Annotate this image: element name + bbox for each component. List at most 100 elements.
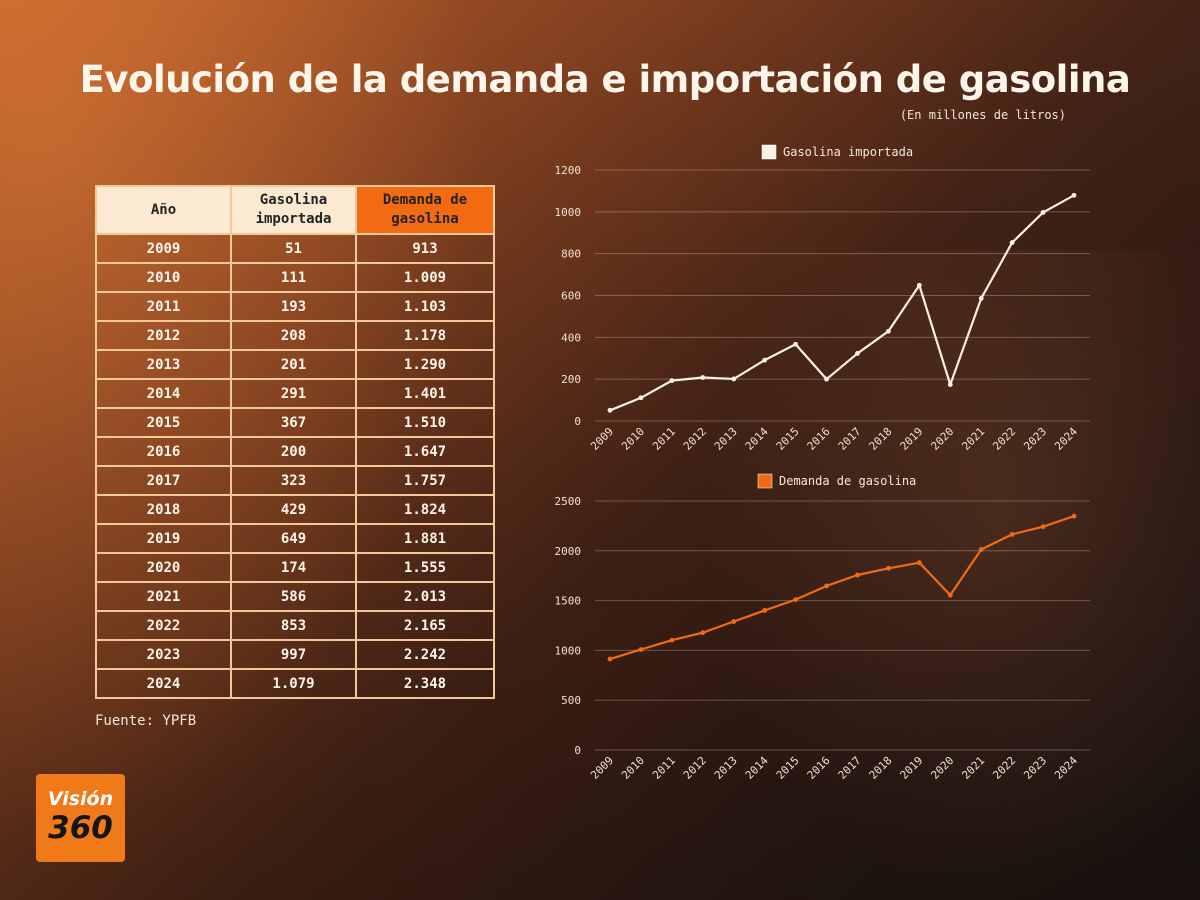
data-point <box>1071 513 1077 519</box>
y-tick-label: 0 <box>574 744 581 757</box>
cell-year: 2015 <box>95 407 232 438</box>
cell-year: 2011 <box>95 291 232 322</box>
x-tick-label: 2012 <box>681 754 709 782</box>
header-year: Año <box>95 185 232 235</box>
cell-demand: 2.165 <box>355 610 495 641</box>
cell-year: 2016 <box>95 436 232 467</box>
legend-label: Gasolina importada <box>783 145 913 159</box>
x-tick-label: 2014 <box>743 425 771 453</box>
data-point <box>855 572 860 578</box>
table-header-row: Año Gasolina importada Demanda de gasoli… <box>95 185 495 235</box>
x-tick-label: 2023 <box>1021 754 1049 782</box>
x-tick-label: 2017 <box>836 425 864 453</box>
cell-imported: 853 <box>230 610 357 641</box>
data-point <box>762 608 768 613</box>
cell-imported: 208 <box>230 320 357 351</box>
cell-imported: 174 <box>230 552 357 583</box>
source-note: Fuente: YPFB <box>95 713 197 729</box>
vision360-logo: Visión 360 <box>36 774 125 862</box>
data-point <box>669 378 675 384</box>
legend-label: Demanda de gasolina <box>779 474 916 488</box>
data-point <box>638 647 644 652</box>
data-point <box>607 407 613 413</box>
cell-demand: 1.510 <box>355 407 495 438</box>
x-tick-label: 2014 <box>743 754 771 782</box>
x-tick-label: 2018 <box>867 754 895 782</box>
y-tick-label: 800 <box>561 248 581 261</box>
data-point <box>947 382 953 388</box>
cell-demand: 1.178 <box>355 320 495 351</box>
x-tick-label: 2024 <box>1052 425 1080 453</box>
data-point <box>916 560 922 566</box>
table-row: 2019 649 1.881 <box>95 523 495 554</box>
cell-imported: 201 <box>230 349 357 380</box>
cell-demand: 1.401 <box>355 378 495 409</box>
table-row: 2010 111 1.009 <box>95 262 495 293</box>
x-tick-label: 2021 <box>959 754 987 782</box>
table-row: 2020 174 1.555 <box>95 552 495 583</box>
x-tick-label: 2010 <box>619 754 647 782</box>
background-photo-area <box>700 250 1200 900</box>
table-row: 2016 200 1.647 <box>95 436 495 467</box>
cell-demand: 913 <box>355 233 495 264</box>
x-tick-label: 2019 <box>898 425 926 453</box>
cell-year: 2022 <box>95 610 232 641</box>
series-line <box>609 515 1075 661</box>
x-tick-label: 2016 <box>805 754 833 782</box>
table-body: 2009 51 913 2010 111 1.009 2011 193 1.103 2012 208… <box>95 233 495 699</box>
data-point <box>886 328 891 334</box>
y-tick-label: 200 <box>561 373 581 386</box>
x-tick-label: 2024 <box>1052 754 1080 782</box>
data-point <box>638 395 644 401</box>
y-tick-label: 2000 <box>555 545 582 558</box>
page-title: Evolución de la demanda e importación de… <box>79 58 1131 101</box>
data-point <box>700 630 706 636</box>
data-table: Año Gasolina importada Demanda de gasoli… <box>95 185 495 699</box>
data-point <box>947 592 953 598</box>
cell-year: 2009 <box>95 233 232 264</box>
cell-year: 2020 <box>95 552 232 583</box>
x-tick-label: 2011 <box>650 754 678 782</box>
x-tick-label: 2011 <box>650 425 678 453</box>
cell-imported: 291 <box>230 378 357 409</box>
cell-imported: 997 <box>230 639 357 670</box>
data-point <box>731 619 737 624</box>
x-tick-label: 2018 <box>867 425 895 453</box>
data-point <box>824 376 829 382</box>
x-tick-label: 2015 <box>774 754 802 782</box>
cell-demand: 1.881 <box>355 523 495 554</box>
data-point <box>1040 210 1046 215</box>
data-point <box>978 296 984 301</box>
logo-text-bottom: 360 <box>48 810 113 846</box>
cell-demand: 1.757 <box>355 465 495 496</box>
y-tick-label: 1000 <box>555 206 582 219</box>
header-demand: Demanda de gasolina <box>355 185 495 235</box>
cell-imported: 1.079 <box>230 668 357 699</box>
cell-demand: 2.242 <box>355 639 495 670</box>
data-point <box>824 583 829 589</box>
series-line <box>609 194 1075 412</box>
cell-imported: 649 <box>230 523 357 554</box>
cell-demand: 1.647 <box>355 436 495 467</box>
x-tick-label: 2009 <box>588 425 616 453</box>
x-tick-label: 2021 <box>959 425 987 453</box>
cell-year: 2010 <box>95 262 232 293</box>
cell-demand: 1.555 <box>355 552 495 583</box>
data-point <box>916 282 922 288</box>
data-point <box>886 565 891 571</box>
cell-imported: 200 <box>230 436 357 467</box>
x-tick-label: 2019 <box>898 754 926 782</box>
data-point <box>1071 192 1077 198</box>
data-point <box>1009 531 1015 537</box>
data-point <box>700 375 706 380</box>
table-row: 2022 853 2.165 <box>95 610 495 641</box>
table-row: 2023 997 2.242 <box>95 639 495 670</box>
x-tick-label: 2020 <box>928 425 956 453</box>
cell-year: 2023 <box>95 639 232 670</box>
header-imported: Gasolina importada <box>230 185 357 235</box>
table-row: 2017 323 1.757 <box>95 465 495 496</box>
table-row: 2014 291 1.401 <box>95 378 495 409</box>
cell-imported: 429 <box>230 494 357 525</box>
cell-demand: 1.103 <box>355 291 495 322</box>
x-tick-label: 2015 <box>774 425 802 453</box>
